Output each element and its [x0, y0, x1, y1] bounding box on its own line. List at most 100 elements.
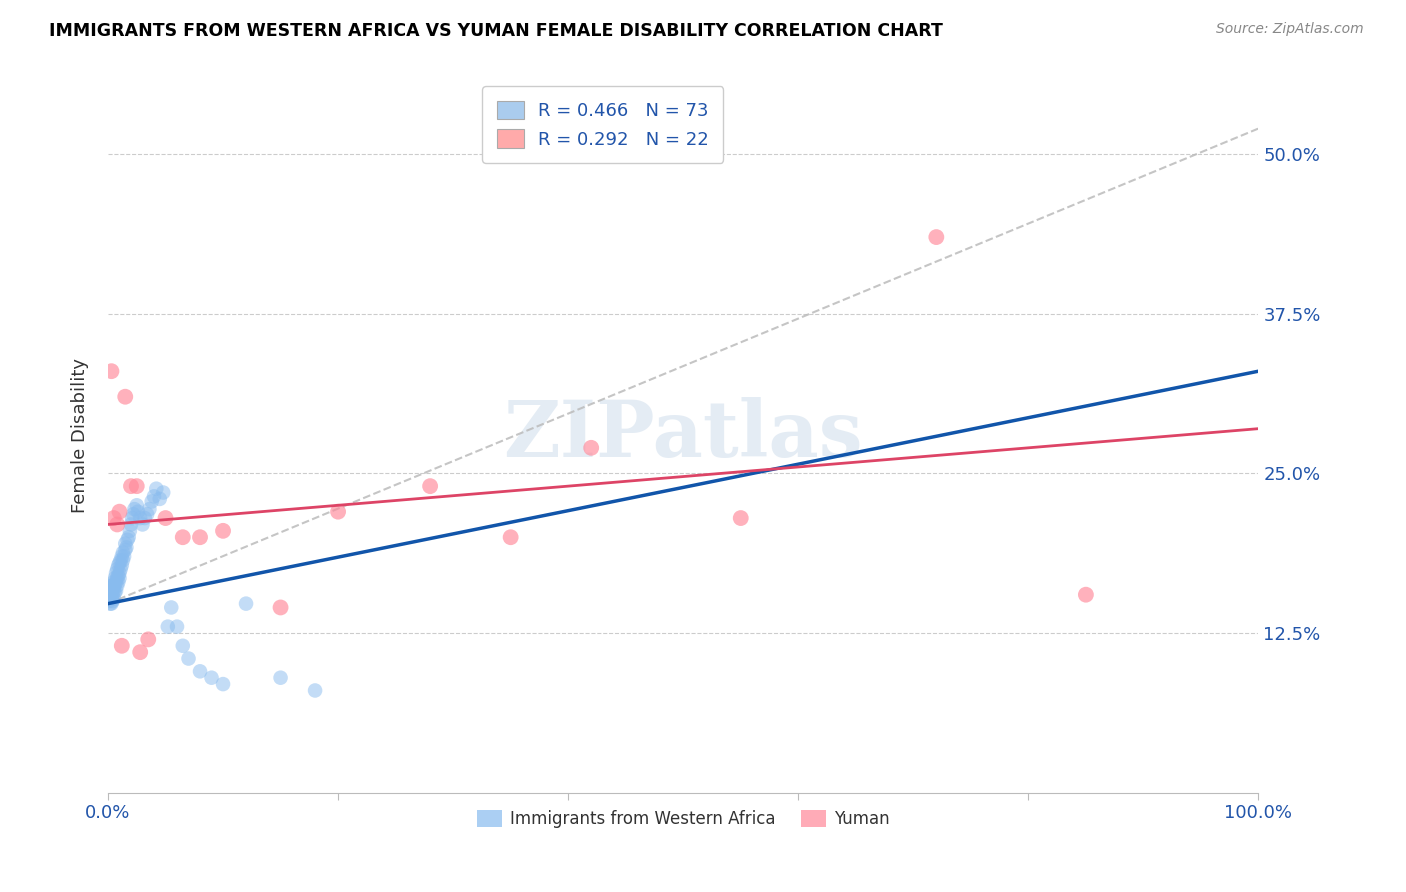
Point [925, 230, 948, 244]
Point [125, 479, 148, 493]
Point [111, 545, 134, 559]
Point [149, 491, 172, 506]
Point [100, 591, 122, 605]
Point [270, 600, 292, 615]
Point [115, 541, 138, 555]
Point [108, 566, 131, 580]
Point [200, 671, 222, 685]
Point [103, 574, 125, 589]
Point [112, 549, 135, 564]
Point [419, 479, 441, 493]
Point [107, 558, 129, 573]
Point [101, 579, 124, 593]
Point [212, 677, 235, 691]
Text: ZIPatlas: ZIPatlas [503, 397, 863, 473]
Point [103, 582, 125, 596]
Point [152, 485, 174, 500]
Point [105, 579, 128, 593]
Point [103, 591, 125, 606]
Point [114, 390, 136, 404]
Point [118, 524, 141, 538]
Point [326, 505, 349, 519]
Point [114, 543, 136, 558]
Point [114, 536, 136, 550]
Point [110, 553, 132, 567]
Point [111, 553, 134, 567]
Point [138, 502, 160, 516]
Point [145, 482, 167, 496]
Text: IMMIGRANTS FROM WESTERN AFRICA VS YUMAN FEMALE DISABILITY CORRELATION CHART: IMMIGRANTS FROM WESTERN AFRICA VS YUMAN … [49, 22, 943, 40]
Point [155, 511, 177, 525]
Point [108, 556, 131, 570]
Point [111, 639, 134, 653]
Point [134, 511, 156, 525]
Point [125, 498, 148, 512]
Point [212, 524, 235, 538]
Point [730, 511, 752, 525]
Point [129, 645, 152, 659]
Point [188, 530, 211, 544]
Text: Source: ZipAtlas.com: Source: ZipAtlas.com [1216, 22, 1364, 37]
Point [105, 571, 128, 585]
Point [120, 479, 142, 493]
Point [172, 530, 194, 544]
Point [156, 619, 179, 633]
Point [172, 639, 194, 653]
Point [579, 441, 602, 455]
Y-axis label: Female Disability: Female Disability [72, 358, 89, 513]
Point [105, 562, 128, 576]
Point [160, 600, 183, 615]
Point [304, 683, 326, 698]
Point [98, 594, 121, 608]
Point [107, 568, 129, 582]
Point [100, 597, 122, 611]
Point [103, 583, 125, 598]
Point [100, 582, 122, 596]
Point [122, 507, 145, 521]
Point [235, 597, 257, 611]
Point [1074, 588, 1097, 602]
Point [105, 566, 128, 580]
Point [105, 517, 128, 532]
Point [98, 582, 121, 596]
Point [101, 594, 124, 608]
Point [104, 577, 127, 591]
Point [105, 583, 128, 598]
Point [100, 583, 122, 598]
Point [98, 588, 121, 602]
Point [117, 533, 139, 547]
Point [131, 517, 153, 532]
Point [98, 583, 121, 598]
Point [107, 574, 129, 589]
Point [104, 571, 127, 585]
Point [101, 588, 124, 602]
Point [108, 505, 131, 519]
Point [136, 507, 159, 521]
Point [103, 511, 125, 525]
Point [98, 579, 121, 593]
Point [98, 597, 121, 611]
Point [100, 364, 122, 378]
Point [166, 619, 188, 633]
Point [136, 632, 159, 647]
Point [124, 502, 146, 516]
Legend: Immigrants from Western Africa, Yuman: Immigrants from Western Africa, Yuman [470, 803, 896, 834]
Point [120, 517, 142, 532]
Point [129, 511, 152, 525]
Point [110, 562, 132, 576]
Point [177, 651, 200, 665]
Point [121, 511, 143, 525]
Point [98, 588, 121, 602]
Point [111, 549, 134, 564]
Point [105, 574, 128, 589]
Point [188, 665, 211, 679]
Point [127, 505, 149, 519]
Point [499, 530, 522, 544]
Point [111, 558, 134, 573]
Point [143, 489, 166, 503]
Point [270, 671, 292, 685]
Point [108, 571, 131, 585]
Point [141, 494, 163, 508]
Point [118, 530, 141, 544]
Point [104, 585, 127, 599]
